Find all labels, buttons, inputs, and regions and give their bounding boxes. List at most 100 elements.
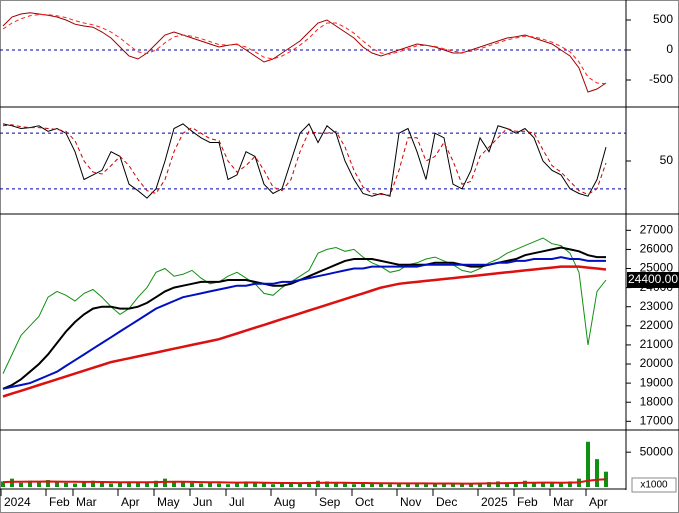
unit-box (631, 477, 677, 493)
volume-bar (514, 482, 518, 487)
volume-bar (154, 480, 158, 487)
volume-bar (118, 482, 122, 487)
y-tick-label: 26000 (640, 242, 674, 256)
x-tick-label: Mar (553, 495, 574, 509)
x-tick-label: Mar (76, 495, 97, 509)
volume-bar (460, 484, 464, 487)
y-tick-label: 17000 (640, 413, 674, 427)
y-tick-label: 18000 (640, 394, 674, 408)
volume-bar (145, 482, 149, 487)
volume-bar (181, 482, 185, 487)
volume-bar (262, 483, 266, 487)
volume-bar (550, 482, 554, 487)
x-tick-label: 2025 (481, 495, 508, 509)
y-tick-label: 20000 (640, 356, 674, 370)
x-tick-label: 2024 (4, 495, 31, 509)
volume-bar (586, 441, 590, 487)
volume-bar (64, 482, 68, 487)
y-tick-label: 19000 (640, 375, 674, 389)
volume-bar (352, 484, 356, 487)
series-line (2, 12, 607, 93)
y-tick-label: 0 (666, 42, 673, 56)
series-line (2, 123, 607, 199)
price-tag-label: 24400.00 (628, 272, 678, 286)
volume-bar (172, 481, 176, 487)
volume-bar (595, 459, 599, 487)
x-tick-label: Apr (121, 495, 140, 509)
volume-bar (82, 482, 86, 487)
volume-bar (244, 481, 248, 487)
volume-bar (100, 482, 104, 487)
volume-bar (433, 483, 437, 487)
y-tick-label: -500 (649, 72, 673, 86)
x-tick-label: Jun (193, 495, 212, 509)
volume-bar (343, 483, 347, 487)
volume-bar (1, 481, 5, 487)
volume-bar (325, 481, 329, 487)
volume-bar (379, 483, 383, 487)
volume-bar (406, 482, 410, 487)
volume-bar (235, 482, 239, 487)
series-line (2, 256, 606, 390)
volume-bar (55, 481, 59, 487)
volume-bar (199, 483, 203, 487)
x-tick-label: Oct (355, 495, 374, 509)
x-tick-label: May (157, 495, 180, 509)
volume-bar (298, 483, 302, 487)
volume-bar (523, 480, 527, 487)
series-line (2, 265, 607, 398)
volume-bar (532, 482, 536, 487)
x-tick-label: Aug (274, 495, 295, 509)
x-tick-label: Jul (229, 495, 244, 509)
volume-bar (496, 481, 500, 487)
volume-bar (127, 481, 131, 487)
volume-bar (478, 482, 482, 487)
volume-bar (271, 484, 275, 487)
volume-bar (334, 482, 338, 487)
volume-bar (505, 482, 509, 487)
y-tick-label: 25000 (640, 261, 674, 275)
y-tick-label: 50 (660, 153, 674, 167)
volume-bar (226, 484, 230, 487)
volume-bar (442, 482, 446, 487)
y-tick-label: 23000 (640, 299, 674, 313)
volume-bar (46, 480, 50, 487)
series-line (2, 14, 607, 85)
y-tick-label: 27000 (640, 222, 674, 236)
volume-bar (397, 483, 401, 487)
volume-bar (451, 483, 455, 487)
price-tag (627, 271, 679, 288)
x-tick-label: Apr (589, 495, 608, 509)
volume-bar (109, 483, 113, 487)
volume-bar (370, 482, 374, 487)
volume-bar (487, 482, 491, 487)
y-tick-label: 500 (653, 12, 673, 26)
series-line (2, 478, 607, 485)
volume-bar (424, 484, 428, 487)
volume-bar (136, 482, 140, 487)
volume-bar (469, 483, 473, 487)
volume-bar (541, 482, 545, 487)
volume-bar (289, 482, 293, 487)
volume-bar (208, 482, 212, 487)
volume-bar (307, 482, 311, 487)
volume-bar (91, 480, 95, 487)
volume-bar (19, 482, 23, 487)
x-tick-label: Sep (319, 495, 341, 509)
x-tick-label: Feb (517, 495, 538, 509)
volume-bar (28, 480, 32, 487)
volume-bar (37, 482, 41, 487)
volume-bar (10, 478, 14, 487)
y-tick-label: 21000 (640, 337, 674, 351)
volume-bar (217, 483, 221, 487)
volume-bar (388, 484, 392, 487)
x-tick-label: Feb (49, 495, 70, 509)
volume-bar (568, 481, 572, 487)
volume-bar (73, 483, 77, 487)
volume-bar (361, 483, 365, 487)
y-tick-label: 50000 (640, 444, 674, 458)
volume-bar (415, 483, 419, 487)
y-axis-label: x1000 (640, 480, 668, 491)
